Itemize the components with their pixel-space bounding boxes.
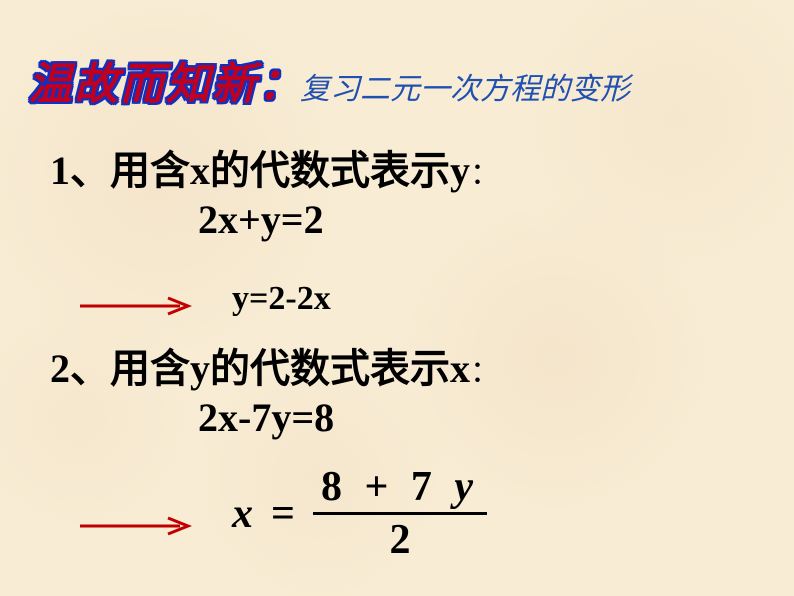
answer-2: x = 8 + 7 y 2 [232, 466, 487, 561]
num-op: + [364, 464, 394, 510]
slide-title: 温故而知新： [28, 48, 304, 112]
slide-subtitle: 复习二元一次方程的变形 [300, 64, 630, 108]
question-1-equation: 2x+y=2 [198, 196, 324, 243]
q2-post: ： [470, 356, 500, 389]
num-a: 8 [321, 464, 348, 510]
q1-mid: 的代数式表示 [210, 148, 450, 193]
answer-1: y=2-2x [232, 280, 331, 318]
question-1-prompt: 1、用含x的代数式表示y： [50, 138, 500, 196]
q1-var: x [190, 148, 210, 193]
arrow-icon [80, 516, 200, 536]
num-c: y [454, 464, 479, 510]
q2-pre: 2、用含 [50, 346, 190, 391]
question-2-equation: 2x-7y=8 [198, 394, 334, 441]
num-b: 7 [411, 464, 438, 510]
answer-2-fraction: 8 + 7 y 2 [313, 466, 487, 561]
question-2-prompt: 2、用含y的代数式表示x： [50, 336, 500, 394]
answer-2-equals: = [271, 490, 295, 538]
answer-2-left: x [232, 490, 253, 538]
fraction-denominator: 2 [389, 515, 410, 561]
q1-target: y [450, 148, 470, 193]
q2-var: y [190, 346, 210, 391]
q1-pre: 1、用含 [50, 148, 190, 193]
q2-mid: 的代数式表示 [210, 346, 450, 391]
fraction-numerator: 8 + 7 y [313, 466, 487, 512]
q1-post: ： [470, 158, 500, 191]
q2-target: x [450, 346, 470, 391]
arrow-icon [80, 296, 200, 316]
